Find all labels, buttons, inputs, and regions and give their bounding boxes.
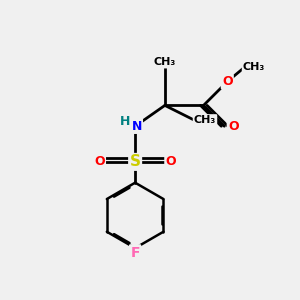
Text: H: H <box>119 115 130 128</box>
Text: N: N <box>131 120 142 133</box>
Text: CH₃: CH₃ <box>194 115 216 125</box>
Text: O: O <box>94 155 105 168</box>
Text: CH₃: CH₃ <box>154 57 176 67</box>
Text: O: O <box>228 120 238 133</box>
Text: O: O <box>166 155 176 168</box>
Text: S: S <box>130 154 141 169</box>
Text: F: F <box>130 245 140 260</box>
Text: O: O <box>222 75 232 88</box>
Text: CH₃: CH₃ <box>243 62 265 72</box>
